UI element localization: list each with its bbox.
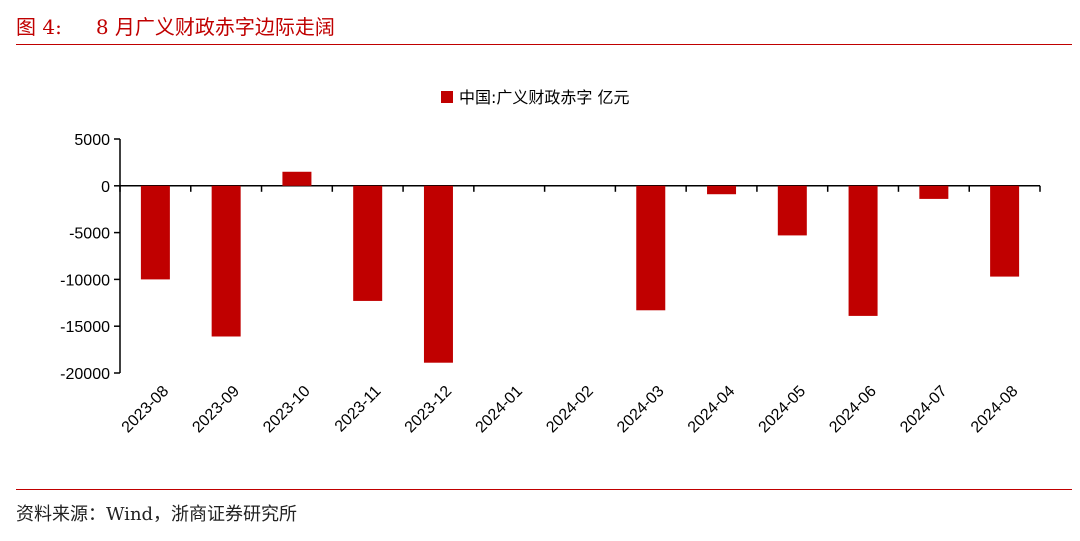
header-rule [16, 44, 1072, 45]
figure-title: 8 月广义财政赤字边际走阔 [95, 14, 335, 39]
bar-2023-12 [423, 185, 453, 363]
x-tick-label: 2023-11 [332, 383, 385, 436]
bar-2024-03 [636, 185, 666, 311]
y-tick-label: 0 [101, 179, 110, 196]
bar-2023-10 [282, 171, 312, 186]
x-tick-label: 2023-09 [189, 383, 243, 437]
y-tick-label: -10000 [60, 272, 110, 289]
bar-2023-08 [140, 185, 170, 280]
x-tick-label: 2024-08 [968, 383, 1022, 437]
legend-label: 中国:广义财政赤字 亿元 [459, 88, 629, 107]
bar-2023-11 [353, 185, 383, 301]
y-tick-label: -15000 [60, 319, 110, 336]
bar-2024-06 [848, 185, 878, 316]
bar-2023-09 [211, 185, 241, 337]
x-tick-label: 2023-12 [402, 383, 456, 437]
figure-header: 图 4: 8 月广义财政赤字边际走阔 [16, 8, 335, 42]
bar-2024-07 [919, 185, 949, 199]
x-tick-label: 2024-06 [826, 383, 880, 437]
bar-2024-05 [777, 185, 807, 236]
x-tick-label: 2023-08 [119, 383, 173, 437]
source-note: 资料来源：Wind，浙商证券研究所 [16, 504, 298, 525]
x-tick-label: 2023-10 [260, 383, 314, 437]
x-tick-label: 2024-01 [473, 383, 527, 437]
figure-label: 图 4: [16, 14, 62, 39]
x-tick-label: 2024-04 [685, 383, 739, 437]
bar-2024-08 [990, 185, 1020, 277]
bar-chart: 5000 0 -5000 -10000 -15000 -20000 2023-08 2023-… [60, 88, 1041, 437]
bar-2024-04 [707, 185, 737, 195]
legend-swatch [441, 91, 453, 103]
y-tick-label: -20000 [60, 366, 110, 383]
x-tick-label: 2024-03 [614, 383, 668, 437]
x-tick-label: 2024-02 [543, 383, 597, 437]
footer-rule [16, 489, 1072, 490]
y-tick-label: 5000 [74, 132, 110, 149]
x-tick-label: 2024-07 [897, 383, 951, 437]
x-tick-label: 2024-05 [756, 383, 810, 437]
y-tick-label: -5000 [69, 226, 110, 243]
